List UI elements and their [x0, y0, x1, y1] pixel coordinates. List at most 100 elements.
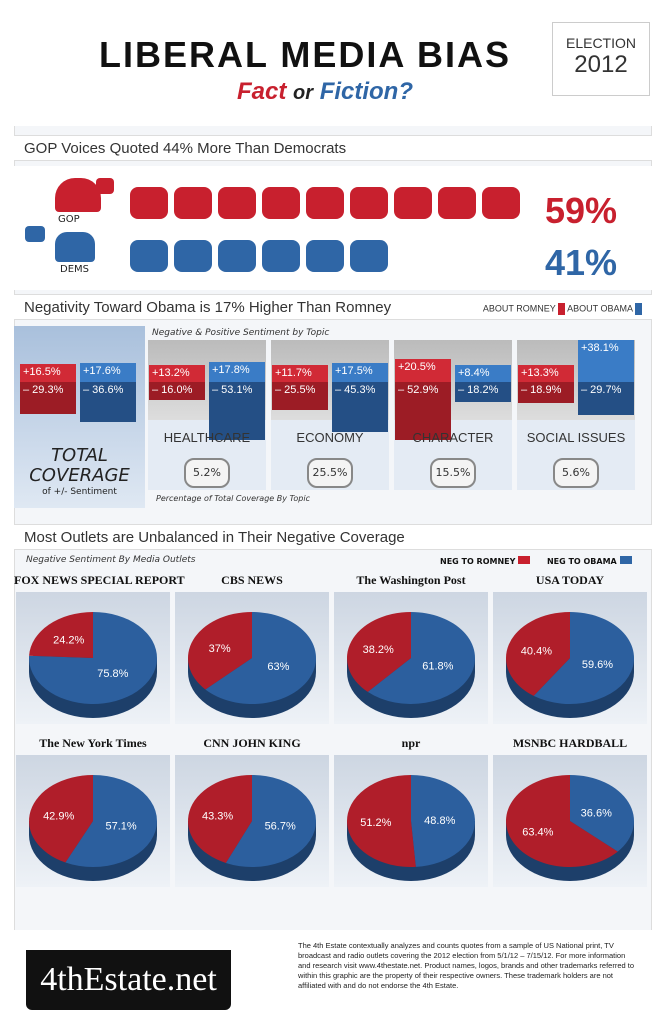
label-obama: 75.8%: [97, 668, 128, 680]
topic-label: HEALTHCARE: [163, 430, 251, 445]
header: [14, 14, 652, 126]
obama-swatch: [635, 303, 642, 315]
donkey-icon: [55, 232, 95, 262]
gop-bubble: [438, 187, 476, 219]
topic-share-bubble: 15.5%: [430, 458, 476, 488]
outlet-logo: The Washington Post: [356, 573, 466, 587]
slice-romney: [188, 775, 252, 863]
outlet-logo: CBS NEWS: [221, 573, 283, 587]
topic-share-bubble: 5.6%: [553, 458, 599, 488]
outlets-legend: NEG TO ROMNEY NEG TO OBAMA: [440, 556, 632, 566]
disclaimer: The 4th Estate contextually analyzes and…: [298, 941, 635, 990]
legend-neg-obama: NEG TO OBAMA: [546, 557, 617, 566]
section1-heading: GOP Voices Quoted 44% More Than Democrat…: [14, 135, 652, 161]
topic-label: ECONOMY: [296, 430, 364, 445]
outlet-logo: The New York Times: [39, 736, 147, 750]
pie-chart: 37% 63%: [188, 612, 316, 718]
pie-chart: 42.9% 57.1%: [28, 775, 157, 881]
sentiment-bar-romney-neg: – 25.5%: [272, 382, 328, 411]
pie-chart: 40.4% 59.6%: [506, 612, 634, 718]
dems-bubble: [262, 240, 300, 272]
label-romney: 51.2%: [360, 817, 391, 829]
slice-obama: [28, 612, 157, 704]
subtitle: Fact or Fiction?: [100, 78, 550, 106]
sentiment-bar-obama-pos: +17.5%: [332, 362, 388, 382]
legend-neg-romney: NEG TO ROMNEY: [440, 557, 516, 566]
pie-chart: 43.3% 56.7%: [188, 775, 316, 881]
sentiment-bar-romney-pos: +16.5%: [20, 363, 76, 382]
sentiment-bar-romney-neg: – 16.0%: [149, 382, 205, 400]
slice-romney: [29, 612, 93, 658]
slice-obama: [65, 775, 157, 867]
label-obama: 63%: [267, 661, 289, 673]
dems-speech-icon: [25, 226, 45, 242]
legend-obama: ABOUT OBAMA: [567, 303, 633, 314]
elephant-icon: [55, 178, 101, 212]
slice-obama: [533, 612, 634, 704]
sentiment-bar-obama-neg: – 45.3%: [332, 382, 388, 432]
dems-bubble: [350, 240, 388, 272]
total-sub: of +/- Sentiment: [42, 487, 117, 497]
label-romney: 42.9%: [43, 810, 74, 822]
pie-chart: 38.2% 61.8%: [347, 612, 475, 718]
section2-title: Negativity Toward Obama is 17% Higher Th…: [24, 299, 392, 316]
sentiment-bar-romney-pos: +11.7%: [272, 365, 328, 382]
label-romney: 38.2%: [363, 644, 394, 656]
total-title-1: TOTAL: [51, 445, 108, 466]
sentiment-bar-obama-pos: +17.6%: [80, 362, 136, 382]
sentiment-bar-obama-neg: – 53.1%: [209, 382, 265, 441]
coverage-label: Percentage of Total Coverage By Topic: [156, 494, 310, 503]
dems-percent: 41%: [545, 242, 618, 283]
outlet-logo: CNN JOHN KING: [203, 736, 301, 750]
sentiment-bar-romney-pos: +20.5%: [395, 359, 451, 382]
gop-bubble: [394, 187, 432, 219]
gop-bubble: [174, 187, 212, 219]
slice-romney: [347, 775, 416, 867]
slice-romney: [188, 612, 252, 690]
total-coverage-title: TOTAL COVERAGE of +/- Sentiment: [14, 446, 145, 498]
gop-bubble: [306, 187, 344, 219]
sentiment-bar-obama-pos: +17.8%: [209, 362, 265, 382]
topic-label: CHARACTER: [412, 430, 494, 445]
pie-chart: 63.4% 36.6%: [506, 775, 634, 881]
sentiment-bar-obama-neg: – 18.2%: [455, 382, 511, 403]
sentiment-bar-obama-pos: +8.4%: [455, 365, 511, 382]
slice-obama: [570, 775, 634, 852]
gop-bubble: [130, 187, 168, 219]
fact-word: Fact: [236, 78, 287, 105]
label-obama: 48.8%: [424, 815, 455, 827]
dems-bubble: [218, 240, 256, 272]
sentiment-bar-romney-neg: – 18.9%: [518, 382, 574, 403]
election-label: ELECTION: [565, 35, 636, 51]
4thestate-logo: 4thEstate.net: [26, 950, 231, 1010]
legend-romney: ABOUT ROMNEY: [482, 303, 556, 314]
sentiment-bar-obama-neg: – 29.7%: [578, 382, 634, 415]
gop-speech-icon: [96, 178, 114, 194]
topic-share-bubble: 5.2%: [184, 458, 230, 488]
dems-bubble: [130, 240, 168, 272]
outlet-logo: FOX NEWS SPECIAL REPORT: [14, 573, 185, 587]
gop-quote-bubbles: [130, 187, 520, 219]
sentiment-bar-romney-neg: – 52.9%: [395, 382, 451, 441]
label-romney: 40.4%: [521, 645, 552, 657]
sentiment-subtitle: Negative & Positive Sentiment by Topic: [152, 328, 330, 338]
dems-bubble: [306, 240, 344, 272]
topic-label: SOCIAL ISSUES: [526, 430, 626, 445]
gop-percent: 59%: [545, 190, 618, 231]
outlets-subtitle: Negative Sentiment By Media Outlets: [26, 555, 196, 565]
outlet-logo: npr: [401, 736, 421, 750]
romney-swatch: [558, 303, 566, 315]
dems-label: DEMS: [60, 264, 89, 275]
gop-bubble: [262, 187, 300, 219]
label-romney: 24.2%: [53, 635, 84, 647]
sentiment-bar-romney-pos: +13.3%: [518, 365, 574, 382]
dems-quote-bubbles: [130, 240, 388, 272]
gop-label: GOP: [58, 214, 80, 225]
sentiment-bar-romney-pos: +13.2%: [149, 365, 205, 382]
section2-heading: Negativity Toward Obama is 17% Higher Th…: [14, 294, 652, 320]
label-obama: 61.8%: [422, 660, 453, 672]
label-romney: 63.4%: [522, 826, 553, 838]
fiction-word: Fiction?: [319, 78, 414, 105]
slice-obama: [205, 612, 316, 704]
slice-romney: [506, 775, 618, 867]
